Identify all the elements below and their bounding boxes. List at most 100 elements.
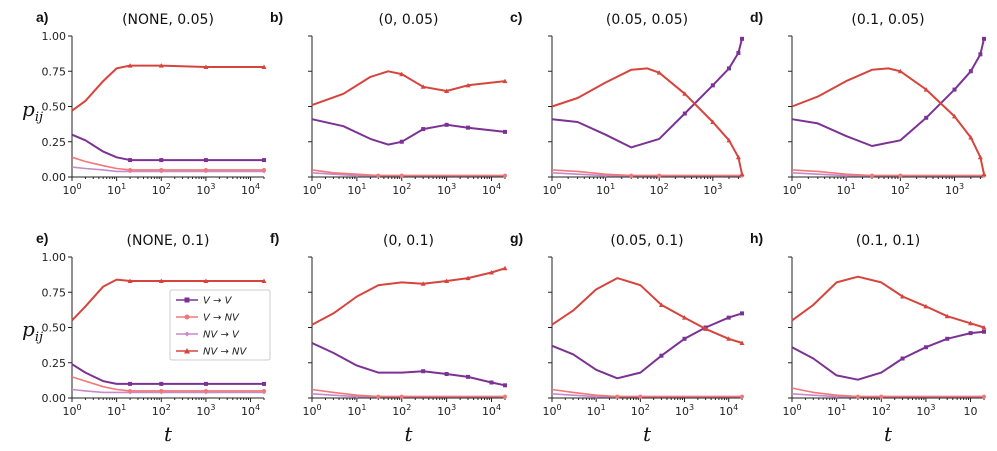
x-tick-exponent: 0 bbox=[316, 403, 321, 412]
series-line-v-to-nv bbox=[791, 387, 984, 398]
x-tick-exponent: 3 bbox=[451, 182, 456, 191]
data-point bbox=[945, 336, 950, 341]
data-point bbox=[982, 329, 986, 334]
x-tick-exponent: 1 bbox=[851, 182, 856, 191]
data-point bbox=[421, 127, 426, 132]
data-point bbox=[682, 336, 687, 341]
data-point bbox=[710, 83, 715, 88]
series-line-v-to-nv bbox=[71, 156, 264, 171]
data-point bbox=[726, 336, 732, 341]
panel-title: (NONE, 0.1) bbox=[127, 233, 210, 249]
data-point bbox=[465, 82, 471, 88]
data-point bbox=[399, 139, 404, 144]
x-tick-exponent: 0 bbox=[556, 182, 561, 191]
x-tick-label: 101 bbox=[347, 182, 366, 197]
data-point bbox=[977, 154, 983, 160]
data-point bbox=[376, 173, 381, 178]
data-point bbox=[128, 158, 133, 163]
x-tick-label: 101 bbox=[347, 403, 366, 418]
series-line-v-to-v bbox=[551, 312, 743, 380]
x-tick-label: 102 bbox=[152, 403, 171, 418]
x-tick-exponent: 1 bbox=[601, 403, 606, 412]
legend-entry-label: NV → NV bbox=[203, 347, 248, 358]
x-tick-label: 104 bbox=[482, 182, 501, 197]
data-point bbox=[488, 270, 494, 275]
data-point bbox=[158, 63, 164, 68]
x-tick-label: 103 bbox=[437, 403, 456, 418]
x-tick-exponent: 1 bbox=[361, 182, 366, 191]
panel-label: h) bbox=[750, 230, 763, 246]
data-point bbox=[466, 125, 471, 130]
x-tick-exponent: 3 bbox=[210, 182, 215, 191]
data-point bbox=[159, 388, 164, 393]
series-line-nv-to-nv bbox=[791, 67, 985, 175]
data-point bbox=[502, 78, 508, 84]
data-point bbox=[740, 394, 744, 399]
x-tick-exponent: 0 bbox=[76, 403, 81, 412]
x-tick-label: 102 bbox=[152, 182, 171, 197]
panel-title: (0, 0.1) bbox=[383, 233, 434, 249]
data-point bbox=[420, 84, 426, 89]
data-point bbox=[128, 388, 133, 393]
x-tick-exponent: 1 bbox=[121, 182, 126, 191]
x-tick-label: 102 bbox=[891, 182, 910, 197]
series-line-nv-to-nv bbox=[71, 278, 264, 322]
y-tick-label: 0.25 bbox=[42, 357, 67, 370]
series-line-v-to-nv bbox=[551, 169, 742, 177]
legend-marker bbox=[184, 314, 190, 320]
data-point bbox=[659, 353, 664, 358]
data-point bbox=[740, 36, 744, 41]
series-line-nv-to-v bbox=[71, 388, 264, 394]
series-line-nv-to-v bbox=[71, 166, 264, 173]
x-tick-label: 100 bbox=[542, 403, 561, 418]
x-tick-exponent: 3 bbox=[930, 403, 935, 412]
data-point bbox=[657, 173, 662, 178]
y-axis-label-subscript: ij bbox=[35, 330, 43, 345]
x-tick-label: 102 bbox=[650, 182, 669, 197]
legend-marker bbox=[184, 331, 190, 337]
panel-f: f) (0, 0.1)100 101 102 103 104 bbox=[270, 230, 508, 418]
series-line-v-to-nv bbox=[791, 169, 984, 177]
series-line-v-to-v bbox=[71, 363, 264, 385]
x-tick-label: 103 bbox=[916, 403, 935, 418]
y-tick-label: 0.50 bbox=[42, 101, 67, 114]
data-point bbox=[898, 173, 903, 178]
x-tick-label: 101 bbox=[587, 403, 606, 418]
x-tick-exponent: 4 bbox=[496, 182, 501, 191]
data-point bbox=[855, 394, 860, 399]
data-point bbox=[444, 278, 450, 283]
x-tick-label: 102 bbox=[631, 403, 650, 418]
series-line-v-to-nv bbox=[311, 169, 505, 177]
data-point bbox=[466, 374, 471, 379]
y-axis-label: pij bbox=[22, 97, 43, 125]
series-line-v-to-v bbox=[791, 330, 985, 381]
data-point bbox=[615, 394, 620, 399]
x-tick-exponent: 0 bbox=[796, 182, 801, 191]
data-point bbox=[726, 315, 731, 320]
y-tick-label: 0.75 bbox=[42, 65, 67, 78]
data-point bbox=[682, 91, 688, 96]
x-tick-label: 101 bbox=[107, 403, 126, 418]
panel-label: b) bbox=[270, 9, 283, 25]
data-point bbox=[726, 66, 731, 71]
data-point bbox=[968, 320, 974, 326]
data-point bbox=[923, 303, 929, 309]
data-point bbox=[981, 325, 987, 330]
data-point bbox=[262, 388, 266, 393]
data-point bbox=[968, 331, 973, 336]
x-tick-exponent: 0 bbox=[316, 182, 321, 191]
series-line-nv-to-nv bbox=[311, 267, 506, 326]
data-point bbox=[262, 167, 266, 172]
x-tick-exponent: 4 bbox=[733, 403, 738, 412]
x-tick-exponent: 0 bbox=[796, 403, 801, 412]
data-point bbox=[261, 64, 267, 70]
data-point bbox=[444, 122, 449, 127]
x-tick-label: 100 bbox=[302, 403, 321, 418]
panel-c: c) (0.05, 0.05)100 101 102 103 bbox=[510, 9, 745, 197]
panel-title: (NONE, 0.05) bbox=[122, 12, 214, 28]
series-line-nv-to-nv bbox=[791, 275, 985, 329]
data-point bbox=[923, 345, 928, 350]
data-point bbox=[736, 50, 741, 55]
legend-marker bbox=[184, 348, 190, 354]
